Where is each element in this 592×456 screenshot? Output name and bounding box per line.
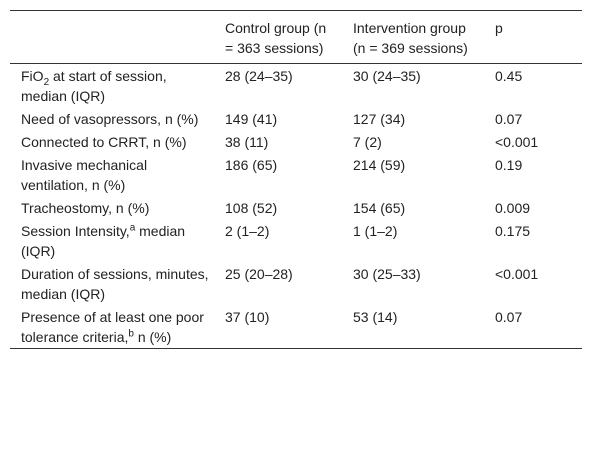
header-cell: p: [495, 20, 503, 36]
cell: 28 (24–35): [225, 68, 293, 84]
label-text: Presence of at least one poor tolerance …: [21, 309, 204, 345]
cell: 127 (34): [353, 111, 406, 127]
subscript: 2: [43, 76, 50, 88]
row-label: Session Intensity,a median (IQR): [10, 219, 217, 262]
cell: 149 (41): [225, 111, 278, 127]
label-text: FiO: [21, 68, 44, 84]
table-row: Tracheostomy, n (%) 108 (52) 154 (65) 0.009: [10, 196, 582, 219]
row-label: Connected to CRRT, n (%): [21, 134, 187, 150]
cell: 1 (1–2): [353, 223, 398, 239]
table-row: Session Intensity,a median (IQR) 2 (1–2) 1…: [10, 219, 582, 262]
footnote-mark: b: [128, 328, 134, 340]
header-cell: Intervention group (n = 369 sessions): [353, 20, 468, 56]
cell: 53 (14): [353, 309, 398, 325]
cell: 30 (24–35): [353, 68, 421, 84]
label-text: Session Intensity,: [21, 223, 130, 239]
cell: 0.175: [495, 223, 531, 239]
header-cell: Control group (n = 363 sessions): [225, 20, 327, 56]
cell: 37 (10): [225, 309, 270, 325]
cell: 0.009: [495, 200, 531, 216]
cell: <0.001: [495, 266, 539, 282]
row-label: Invasive mechanical ventilation, n (%): [21, 157, 148, 193]
row-label: FiO2 at start of session, median (IQR): [10, 64, 217, 108]
label-text: at start of session, median (IQR): [21, 68, 167, 104]
table-row: FiO2 at start of session, median (IQR) 28…: [10, 64, 582, 108]
cell: 154 (65): [353, 200, 406, 216]
cell: 214 (59): [353, 157, 406, 173]
data-table: Control group (n = 363 sessions) Interven…: [10, 10, 582, 349]
cell: 0.07: [495, 309, 523, 325]
row-label: Presence of at least one poor tolerance …: [10, 305, 217, 349]
header-cell: [10, 11, 217, 64]
cell: 0.07: [495, 111, 523, 127]
row-label: Need of vasopressors, n (%): [21, 111, 199, 127]
row-label: Duration of sessions, minutes, median (I…: [21, 266, 209, 302]
label-text: n (%): [133, 329, 172, 345]
row-label: Tracheostomy, n (%): [21, 200, 150, 216]
cell: 38 (11): [225, 134, 269, 150]
cell: 7 (2): [353, 134, 382, 150]
cell: 2 (1–2): [225, 223, 270, 239]
header-row: Control group (n = 363 sessions) Interven…: [10, 10, 582, 64]
cell: 30 (25–33): [353, 266, 421, 282]
table-row: Invasive mechanical ventilation, n (%) 18…: [10, 153, 582, 196]
cell: 0.45: [495, 68, 523, 84]
label-text: median (IQR): [21, 223, 186, 259]
cell: 0.19: [495, 157, 523, 173]
table-row: Connected to CRRT, n (%) 38 (11) 7 (2) <0.0…: [10, 130, 582, 153]
cell: 108 (52): [225, 200, 278, 216]
table-row: Presence of at least one poor tolerance …: [10, 305, 582, 349]
cell: 186 (65): [225, 157, 278, 173]
table-row: Duration of sessions, minutes, median (I…: [10, 262, 582, 305]
footnote-mark: a: [129, 222, 136, 234]
table-row: Need of vasopressors, n (%) 149 (41) 127 (…: [10, 107, 582, 130]
cell: <0.001: [495, 134, 539, 150]
cell: 25 (20–28): [225, 266, 293, 282]
